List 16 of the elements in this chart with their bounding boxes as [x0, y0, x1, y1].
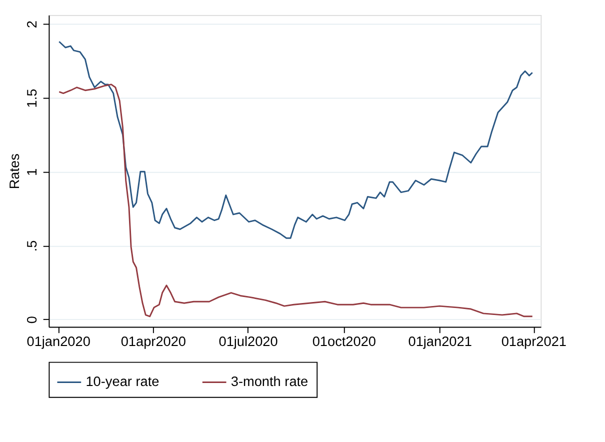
x-tick-label: 01oct2020	[312, 334, 376, 349]
x-tick-label: 01jan2021	[408, 334, 472, 349]
y-tick-label: 1	[24, 168, 40, 176]
y-tick-label: .5	[24, 240, 40, 252]
y-tick-label: 1.5	[24, 88, 40, 108]
legend-label: 3-month rate	[230, 374, 308, 390]
x-tick-label: 01jan2020	[26, 334, 91, 349]
line-series	[58, 84, 534, 318]
x-tick-label: 01jul2020	[218, 334, 278, 349]
x-tick-label: 01apr2021	[501, 334, 566, 349]
line-series	[58, 40, 534, 239]
y-tick-label: 2	[24, 20, 40, 28]
y-axis-title: Rates	[7, 153, 22, 190]
x-tick-label: 01apr2020	[120, 334, 186, 349]
y-tick-label: 0	[24, 316, 40, 324]
legend-label: 10-year rate	[86, 374, 160, 390]
